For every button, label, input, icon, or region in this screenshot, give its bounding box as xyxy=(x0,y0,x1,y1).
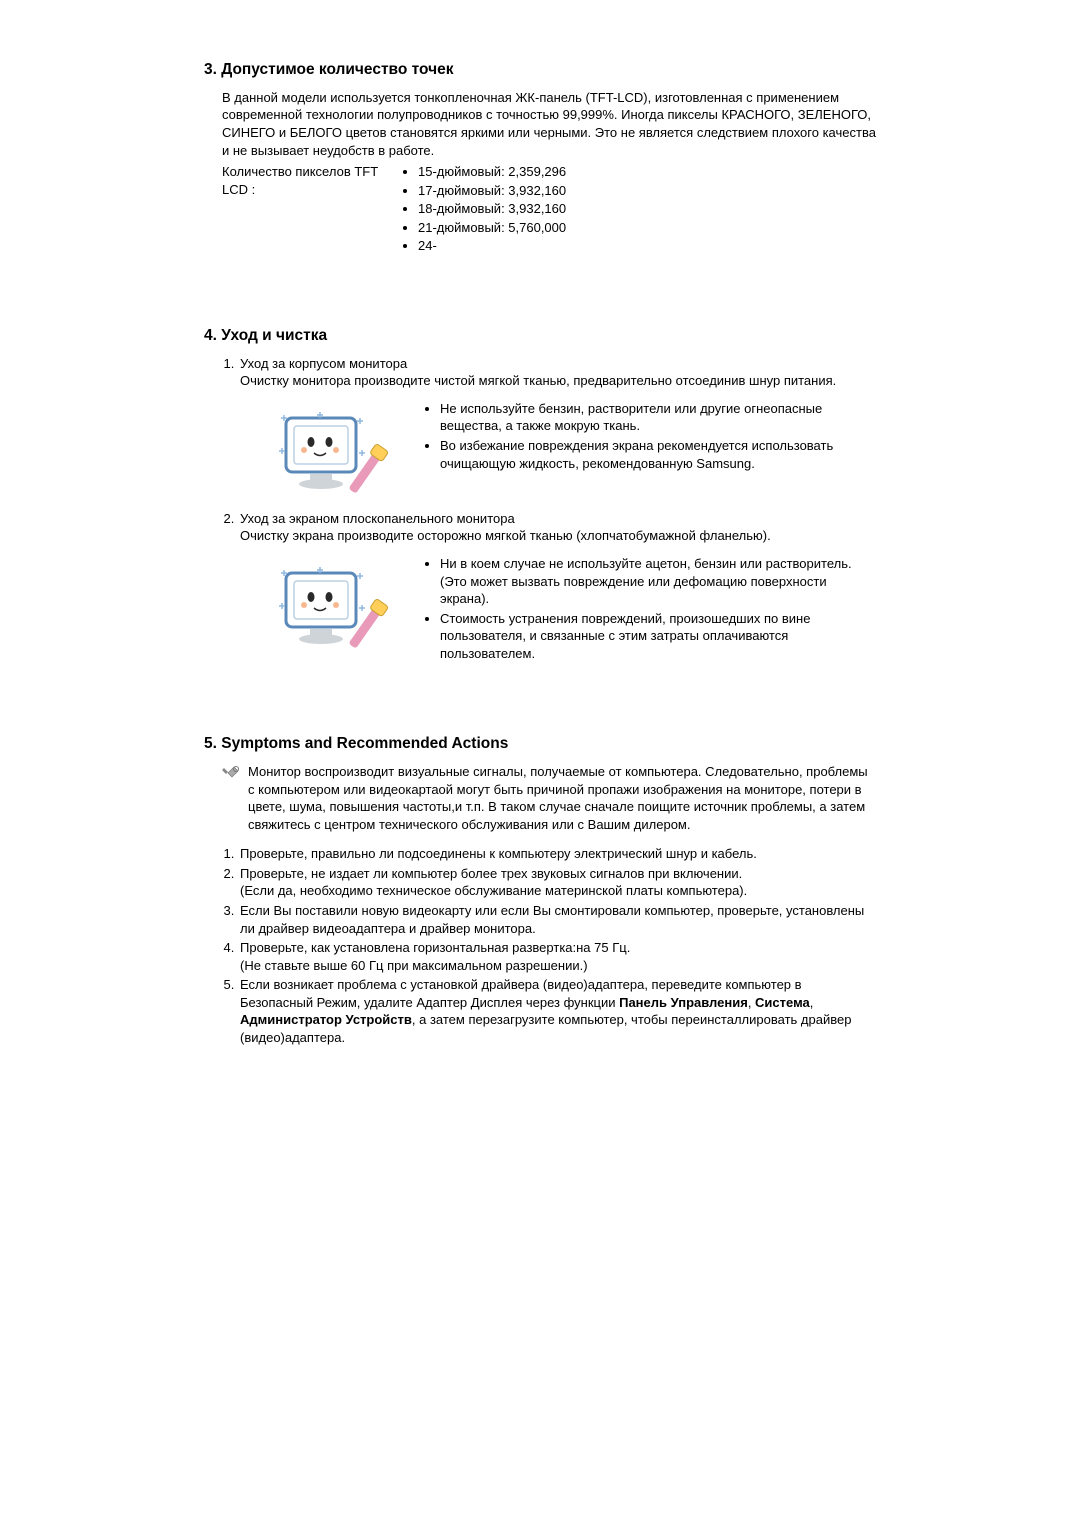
step-3: Если Вы поставили новую видеокарту или е… xyxy=(238,902,876,937)
pixel-count-list: 15-дюймовый: 2,359,296 17-дюймовый: 3,93… xyxy=(402,163,566,256)
care-item-2-body: Очистку экрана производите осторожно мяг… xyxy=(240,528,771,543)
care-item-2-block: Ни в коем случае не используйте ацетон, … xyxy=(274,555,876,664)
step-2: Проверьте, не издает ли компьютер более … xyxy=(238,865,876,900)
list-item: Во избежание повреждения экрана рекоменд… xyxy=(440,437,876,472)
step-mid2: , xyxy=(810,995,814,1010)
list-item: 15-дюймовый: 2,359,296 xyxy=(418,163,566,181)
care-item-1: Уход за корпусом монитора Очистку монито… xyxy=(238,355,876,500)
bullet-line1: Ни в коем случае не используйте ацетон, … xyxy=(440,556,852,571)
step-sub: (Если да, необходимо техническое обслужи… xyxy=(240,883,747,898)
list-item: Ни в коем случае не используйте ацетон, … xyxy=(440,555,876,608)
symptoms-steps: Проверьте, правильно ли подсоединены к к… xyxy=(204,845,876,1046)
list-item: Стоимость устранения повреждений, произо… xyxy=(440,610,876,663)
section-5: 5. Symptoms and Recommended Actions Мони… xyxy=(204,734,876,1046)
bullet-line2: (Это может вызвать повреждение или дефом… xyxy=(440,574,827,607)
step-mid1: , xyxy=(748,995,755,1010)
care-list: Уход за корпусом монитора Очистку монито… xyxy=(204,355,876,664)
section-5-title: 5. Symptoms and Recommended Actions xyxy=(204,734,876,755)
care-item-1-block: Не используйте бензин, растворители или … xyxy=(274,400,876,500)
symptoms-intro-text: Монитор воспроизводит визуальные сигналы… xyxy=(248,763,876,833)
list-item: 21-дюймовый: 5,760,000 xyxy=(418,219,566,237)
care-item-2-title: Уход за экраном плоскопанельного монитор… xyxy=(240,511,515,526)
section-3: 3. Допустимое количество точек В данной … xyxy=(204,60,876,256)
symptoms-intro-row: Монитор воспроизводит визуальные сигналы… xyxy=(204,763,876,833)
care-item-1-body: Очистку монитора производите чистой мягк… xyxy=(240,373,836,388)
tools-icon xyxy=(222,765,240,781)
step-bold2: Система xyxy=(755,995,810,1010)
care-item-1-title: Уход за корпусом монитора xyxy=(240,356,407,371)
care-item-2-bullets: Ни в коем случае не используйте ацетон, … xyxy=(424,555,876,664)
section-4: 4. Уход и чистка Уход за корпусом монито… xyxy=(204,326,876,664)
section-3-body: В данной модели используется тонкопленоч… xyxy=(204,89,876,256)
step-text: Проверьте, не издает ли компьютер более … xyxy=(240,866,742,881)
monitor-cleaning-icon xyxy=(274,400,394,500)
monitor-cleaning-icon xyxy=(274,555,394,655)
list-item: Не используйте бензин, растворители или … xyxy=(440,400,876,435)
step-4: Проверьте, как установлена горизонтальна… xyxy=(238,939,876,974)
document-page: 3. Допустимое количество точек В данной … xyxy=(0,0,1080,1108)
step-sub: (Не ставьте выше 60 Гц при максимальном … xyxy=(240,958,588,973)
section-3-title: 3. Допустимое количество точек xyxy=(204,60,876,81)
section-3-intro: В данной модели используется тонкопленоч… xyxy=(222,89,876,159)
list-item: 18-дюймовый: 3,932,160 xyxy=(418,200,566,218)
care-item-2: Уход за экраном плоскопанельного монитор… xyxy=(238,510,876,664)
step-bold3: Администратор Устройств xyxy=(240,1012,412,1027)
step-text: Если Вы поставили новую видеокарту или е… xyxy=(240,903,864,936)
pixel-count-label: Количество пикселов TFT LCD : xyxy=(222,163,402,198)
step-text: Проверьте, как установлена горизонтальна… xyxy=(240,940,630,955)
list-item: 17-дюймовый: 3,932,160 xyxy=(418,182,566,200)
step-5: Если возникает проблема с установкой дра… xyxy=(238,976,876,1046)
care-item-1-bullets: Не используйте бензин, растворители или … xyxy=(424,400,876,474)
list-item: 24- xyxy=(418,237,566,255)
pixel-count-row: Количество пикселов TFT LCD : 15-дюймовы… xyxy=(222,163,876,256)
step-1: Проверьте, правильно ли подсоединены к к… xyxy=(238,845,876,863)
step-bold1: Панель Управления xyxy=(619,995,748,1010)
section-4-title: 4. Уход и чистка xyxy=(204,326,876,347)
step-text: Проверьте, правильно ли подсоединены к к… xyxy=(240,846,757,861)
